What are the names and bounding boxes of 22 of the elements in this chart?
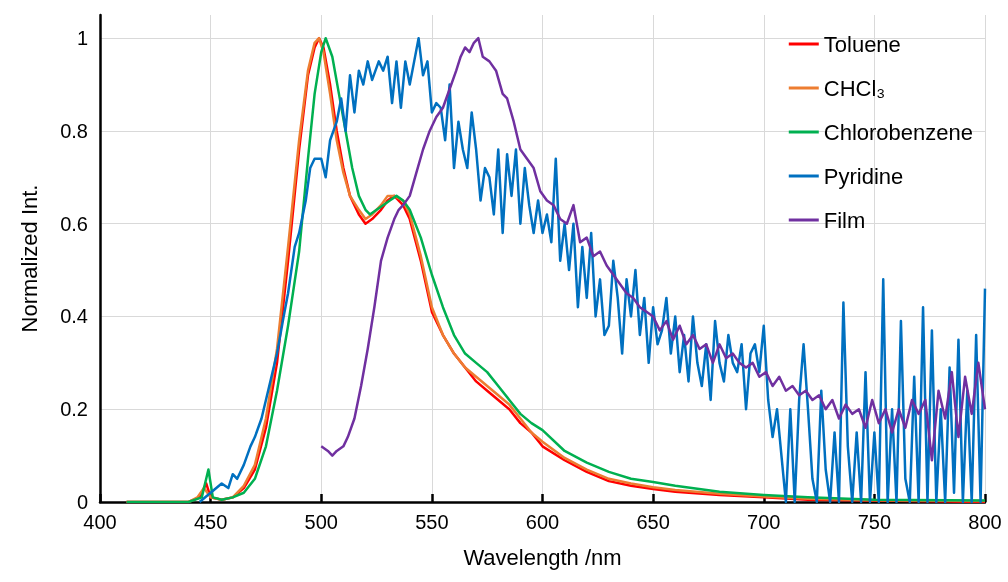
y-tick-label: 0 [76,491,88,513]
legend-label: CHCl₃ [823,75,886,101]
x-tick-label: 750 [857,511,892,533]
x-tick-label: 400 [83,511,117,533]
legend-label: Chlorobenzene [823,119,974,145]
x-tick-label: 700 [747,511,781,533]
x-tick-label: 450 [193,511,228,533]
legend-label: Toluene [823,31,901,57]
x-tick-label: 550 [415,511,449,533]
y-axis-title: Normalized Int. [16,184,42,333]
x-tick-label: 650 [636,511,670,533]
x-tick-label: 500 [304,511,338,533]
legend-label: Film [823,207,866,233]
x-tick-label: 800 [968,511,1002,533]
x-axis-title: Wavelength /nm [463,544,622,570]
x-tick-label: 600 [525,511,560,533]
y-tick-label: 0.8 [60,119,88,142]
y-tick-label: 0.2 [60,398,88,421]
y-tick-label: 0.4 [60,305,88,328]
y-tick-label: 1 [76,27,88,50]
legend-label: Pyridine [823,163,904,189]
y-tick-label: 0.6 [60,212,88,235]
